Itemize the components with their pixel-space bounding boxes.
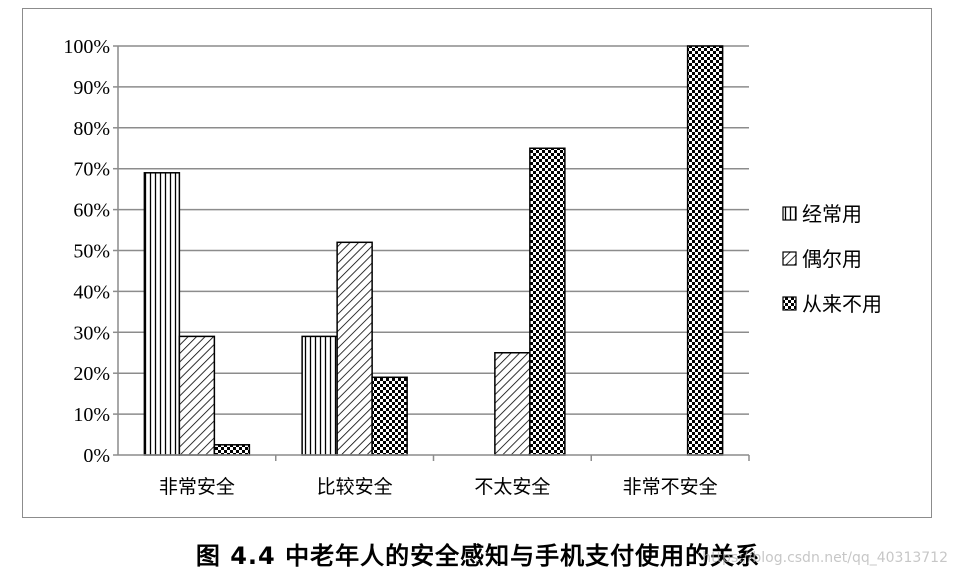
legend-swatch [782, 251, 797, 266]
x-category-label: 比较安全 [317, 476, 393, 498]
y-tick-label: 40% [73, 281, 110, 303]
legend-label: 偶尔用 [802, 247, 862, 271]
figure-caption: 图 4.4 中老年人的安全感知与手机支付使用的关系 [195, 542, 761, 570]
bar [336, 241, 373, 456]
x-category-label: 不太安全 [474, 476, 550, 498]
bar-chart: 0% 10% 20% 30% 40% 50% 60% 70% 80% 90% 100% 非常安全 比较安… [63, 36, 882, 498]
y-tick-label: 10% [73, 404, 110, 426]
bar [178, 335, 216, 456]
y-tick-label: 90% [73, 77, 110, 99]
bar [529, 147, 566, 456]
chart-frame: 0% 10% 20% 30% 40% 50% 60% 70% 80% 90% 100% 非常安全 比较安… [22, 8, 932, 518]
y-tick-label: 100% [63, 36, 110, 58]
bar [213, 444, 251, 456]
y-tick-label: 50% [73, 241, 110, 263]
legend-label: 从来不用 [802, 292, 882, 316]
watermark: https://blog.csdn.net/qq_40313712 [702, 550, 948, 566]
y-tick-label: 20% [73, 363, 110, 385]
bar [686, 45, 724, 456]
y-tick-label: 70% [73, 159, 110, 181]
y-tick-label: 0% [83, 445, 110, 467]
legend-swatch [782, 206, 797, 221]
y-tick-label: 60% [73, 200, 110, 222]
x-category-label: 非常安全 [159, 476, 235, 498]
legend-label: 经常用 [802, 202, 862, 226]
bar [494, 352, 531, 456]
bar [143, 172, 181, 456]
y-tick-label: 30% [73, 322, 110, 344]
bar [371, 376, 408, 456]
y-tick-label: 80% [73, 118, 110, 140]
x-category-label: 非常不安全 [623, 476, 718, 498]
bar [301, 335, 338, 456]
legend-swatch [782, 296, 797, 311]
